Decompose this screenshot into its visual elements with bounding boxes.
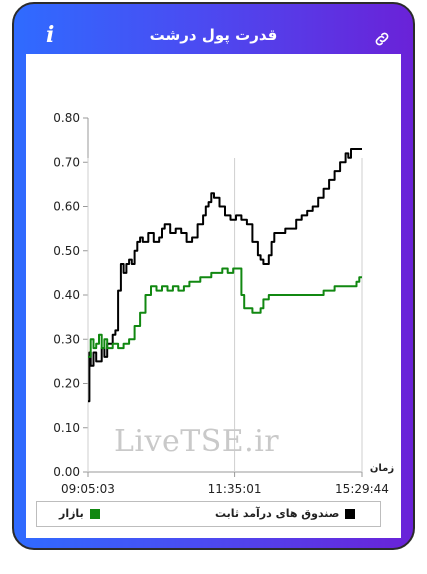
- y-tick-label: 0.30: [53, 332, 80, 346]
- legend-item-fixed-income[interactable]: صندوق های درآمد ثابت: [215, 507, 356, 520]
- link-icon[interactable]: [373, 30, 391, 48]
- y-tick-label: 0.20: [53, 377, 80, 391]
- card-header: i قدرت پول درشت: [14, 4, 413, 70]
- chart-panel: 0.00 0.10 0.20 0.30 0.40 0.50 0.60 0.70 0.80 09:0…: [26, 54, 401, 538]
- y-tick-label: 0.70: [53, 155, 80, 169]
- x-tick-label: 15:29:44: [335, 482, 389, 494]
- watermark: LiveTSE.ir: [114, 424, 280, 459]
- legend-label-fixed-income: صندوق های درآمد ثابت: [215, 507, 340, 520]
- y-tick-label: 0.40: [53, 288, 80, 302]
- series-line-0: [88, 148, 362, 403]
- axes: 0.00 0.10 0.20 0.30 0.40 0.50 0.60 0.70 0.80 09:0…: [53, 111, 394, 494]
- chart-title: قدرت پول درشت: [149, 26, 278, 44]
- x-tick-label: 11:35:01: [208, 482, 262, 494]
- x-tick-label: 09:05:03: [61, 482, 115, 494]
- legend-swatch-fixed-income: [345, 508, 356, 519]
- legend: صندوق های درآمد ثابت بازار: [36, 501, 381, 527]
- chart-card: i قدرت پول درشت 0.00 0.10 0.20 0.30 0.40 0.50…: [12, 2, 415, 550]
- info-icon[interactable]: i: [46, 22, 55, 48]
- y-tick-label: 0.10: [53, 421, 80, 435]
- series-line-1: [88, 267, 362, 358]
- series-lines: [88, 148, 362, 403]
- y-tick-label: 0.50: [53, 244, 80, 258]
- y-tick-label: 0.00: [53, 465, 80, 479]
- legend-item-market[interactable]: بازار: [59, 507, 100, 520]
- y-tick-label: 0.80: [53, 111, 80, 125]
- legend-swatch-market: [89, 508, 100, 519]
- x-axis-title: زمان: [370, 463, 394, 474]
- y-tick-label: 0.60: [53, 200, 80, 214]
- line-chart: 0.00 0.10 0.20 0.30 0.40 0.50 0.60 0.70 0.80 09:0…: [53, 111, 394, 494]
- legend-label-market: بازار: [59, 507, 84, 520]
